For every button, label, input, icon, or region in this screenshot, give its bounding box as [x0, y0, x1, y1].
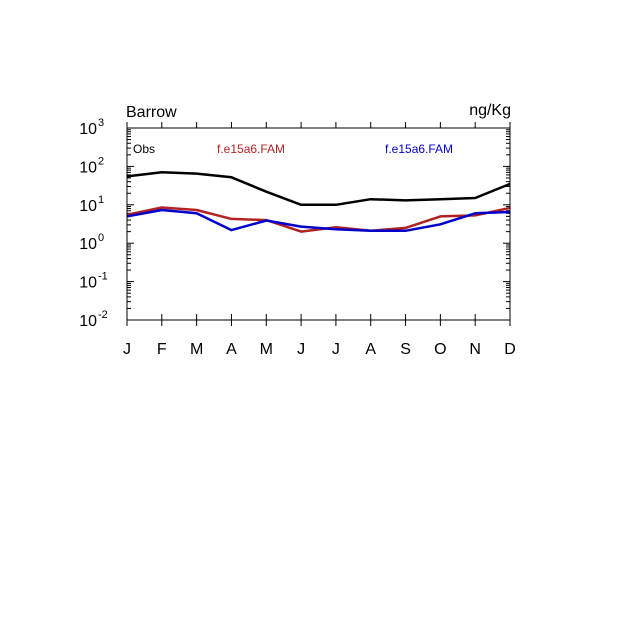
- y-tick-label-exponent: 0: [98, 232, 104, 244]
- x-tick-label: N: [469, 341, 481, 358]
- y-tick-label-base: 10: [79, 121, 97, 138]
- legend-label-3: f.e15a6.FAM: [385, 142, 453, 156]
- y-tick-label: 10 -2: [79, 309, 108, 330]
- plot-frame: [126, 127, 511, 321]
- x-tick-label: M: [260, 341, 273, 358]
- y-tick-label-exponent: 3: [98, 117, 104, 129]
- series-line-3: [126, 208, 511, 233]
- x-tick-label: J: [297, 341, 305, 358]
- y-tick-label-exponent: -2: [98, 309, 108, 321]
- y-tick-label-exponent: 1: [98, 194, 104, 206]
- x-tick-label: O: [434, 341, 446, 358]
- chart-title-location: Barrow: [126, 104, 177, 121]
- series-line-1: [126, 171, 511, 207]
- x-tick-label: M: [190, 341, 203, 358]
- x-tick-label: D: [504, 341, 516, 358]
- series-lines: [126, 171, 511, 233]
- y-tick-label: 10 1: [79, 194, 104, 215]
- y-tick-label: 10 0: [79, 232, 104, 253]
- y-tick-label-base: 10: [79, 159, 97, 176]
- y-tick-label-base: 10: [79, 198, 97, 215]
- y-tick-label-exponent: 2: [98, 155, 104, 167]
- y-tick-label-base: 10: [79, 313, 97, 330]
- y-tick-label: 10 -1: [79, 271, 108, 292]
- y-tick-label: 10 3: [79, 117, 104, 138]
- x-tick-label: S: [400, 341, 411, 358]
- x-tick-label: J: [332, 341, 340, 358]
- legend-label-1: Obs: [133, 142, 155, 156]
- y-tick-label-base: 10: [79, 275, 97, 292]
- y-tick-label-exponent: -1: [98, 271, 108, 283]
- x-tick-label: A: [226, 341, 237, 358]
- y-tick-label: 10 2: [79, 155, 104, 176]
- x-tick-label: F: [157, 341, 167, 358]
- x-tick-label: A: [365, 341, 376, 358]
- series-line-2: [126, 206, 511, 233]
- legend: Obs f.e15a6.FAM f.e15a6.FAM: [133, 142, 453, 156]
- chart-title-units: ng/Kg: [469, 102, 511, 119]
- legend-label-2: f.e15a6.FAM: [217, 142, 285, 156]
- x-tick-label: J: [123, 341, 131, 358]
- y-tick-label-base: 10: [79, 236, 97, 253]
